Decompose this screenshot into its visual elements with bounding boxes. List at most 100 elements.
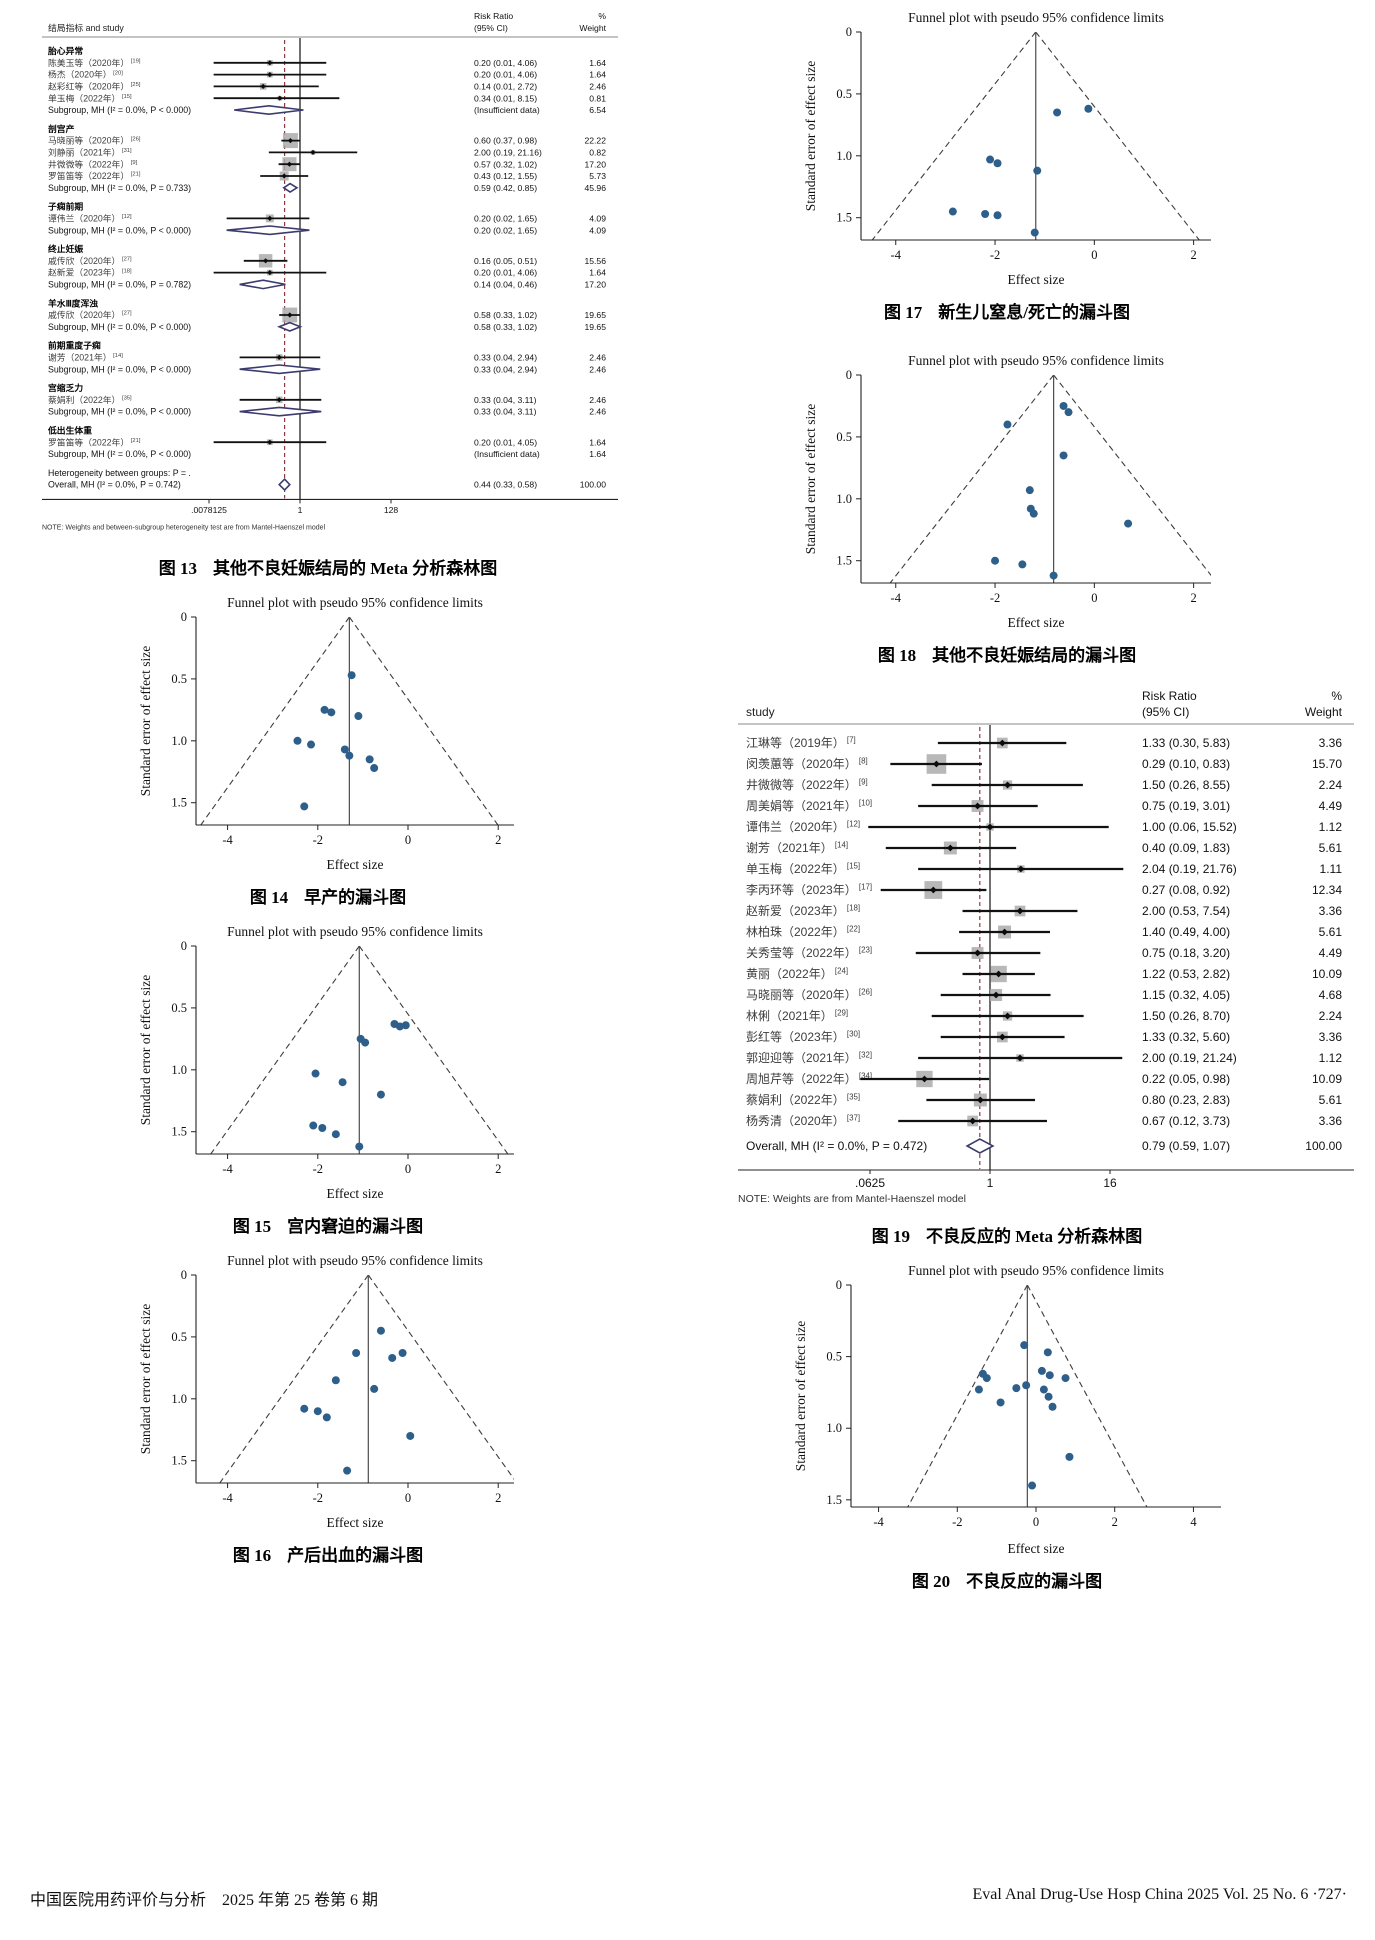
svg-text:4: 4 xyxy=(1190,1515,1197,1529)
svg-text:谢芳（2021年） [14]: 谢芳（2021年） [14] xyxy=(48,351,123,362)
figure-16: Funnel plot with pseudo 95% confidence l… xyxy=(22,1249,634,1578)
svg-text:0.67 (0.12, 3.73): 0.67 (0.12, 3.73) xyxy=(1142,1114,1230,1128)
svg-text:黄丽（2022年） [24]: 黄丽（2022年） [24] xyxy=(746,967,848,982)
figure-16-caption-number: 图 16 xyxy=(232,1546,272,1565)
figure-17-caption: 图 17 新生儿窒息/死亡的漏斗图 xyxy=(648,298,1366,323)
figure-18-caption: 图 18 其他不良妊娠结局的漏斗图 xyxy=(648,641,1366,666)
svg-text:关秀莹等（2022年） [23]: 关秀莹等（2022年） [23] xyxy=(746,946,872,961)
svg-text:-2: -2 xyxy=(990,591,1000,605)
svg-text:2.04 (0.19, 21.76): 2.04 (0.19, 21.76) xyxy=(1142,862,1237,876)
svg-text:0.57 (0.32, 1.02): 0.57 (0.32, 1.02) xyxy=(474,159,537,169)
svg-text:2.46: 2.46 xyxy=(589,395,606,405)
data-points xyxy=(300,1326,415,1475)
svg-text:杨秀清（2020年） [37]: 杨秀清（2020年） [37] xyxy=(746,1113,860,1128)
data-points xyxy=(948,104,1093,237)
footer-journal-en: Eval Anal Drug-Use Hosp China 2025 Vol. … xyxy=(972,1886,1348,1903)
svg-text:0.33 (0.04, 2.94): 0.33 (0.04, 2.94) xyxy=(474,364,537,374)
svg-text:NOTE: Weights and between-subg: NOTE: Weights and between-subgroup heter… xyxy=(42,524,326,531)
figure-13-caption-number: 图 13 xyxy=(158,559,197,578)
svg-text:(Insufficient data): (Insufficient data) xyxy=(474,449,540,459)
svg-text:2.46: 2.46 xyxy=(589,364,606,374)
figure-16-funnel-plot: Funnel plot with pseudo 95% confidence l… xyxy=(22,1249,634,1535)
svg-text:单玉梅（2022年） [15]: 单玉梅（2022年） [15] xyxy=(746,861,860,876)
funnel-confidence-limits xyxy=(889,375,1211,583)
funnel-confidence-limits xyxy=(200,617,499,825)
svg-text:低出生体重: 低出生体重 xyxy=(47,424,92,435)
svg-text:0: 0 xyxy=(846,25,852,39)
figure-18-caption-number: 图 18 xyxy=(877,646,917,665)
svg-text:Effect size: Effect size xyxy=(326,1515,383,1530)
svg-text:0.58 (0.33, 1.02): 0.58 (0.33, 1.02) xyxy=(474,322,537,332)
svg-text:0.5: 0.5 xyxy=(836,87,852,101)
svg-text:0.5: 0.5 xyxy=(826,1350,842,1364)
svg-text:马晓丽等（2020年） [26]: 马晓丽等（2020年） [26] xyxy=(746,988,872,1003)
svg-text:NOTE: Weights are from Mantel-: NOTE: Weights are from Mantel-Haenszel m… xyxy=(738,1193,966,1205)
fig13-forest-svg: 结局指标 and study Risk Ratio (95% CI)% Weight 胎… xyxy=(42,11,618,531)
svg-text:.0625: .0625 xyxy=(855,1176,885,1190)
svg-text:戚传欣（2020年） [27]: 戚传欣（2020年） [27] xyxy=(48,309,132,320)
svg-text:0.27 (0.08, 0.92): 0.27 (0.08, 0.92) xyxy=(1142,883,1230,897)
figure-20-funnel-plot: Funnel plot with pseudo 95% confidence l… xyxy=(648,1259,1366,1561)
svg-text:0.75 (0.19, 3.01): 0.75 (0.19, 3.01) xyxy=(1142,799,1230,813)
svg-text:19.65: 19.65 xyxy=(584,322,606,332)
svg-text:1.64: 1.64 xyxy=(589,70,606,80)
svg-text:0: 0 xyxy=(836,1278,842,1292)
figure-16-caption-title: 产后出血的漏斗图 xyxy=(287,1546,424,1565)
svg-text:刘静丽（2021年） [31]: 刘静丽（2021年） [31] xyxy=(48,146,132,157)
svg-text:-2: -2 xyxy=(313,1162,323,1176)
svg-text:0.81: 0.81 xyxy=(589,93,606,103)
svg-text:0.43 (0.12, 1.55): 0.43 (0.12, 1.55) xyxy=(474,171,537,181)
svg-text:6.54: 6.54 xyxy=(589,105,606,115)
svg-text:剖宫产: 剖宫产 xyxy=(48,123,75,134)
figure-15-caption-title: 宫内窘迫的漏斗图 xyxy=(287,1217,424,1236)
svg-text:蔡娟利（2022年） [35]: 蔡娟利（2022年） [35] xyxy=(48,394,132,405)
svg-text:戚传欣（2020年） [27]: 戚传欣（2020年） [27] xyxy=(48,255,132,266)
figure-13-caption-title: 其他不良妊娠结局的 Meta 分析森林图 xyxy=(212,559,498,578)
svg-text:Heterogeneity between groups:: Heterogeneity between groups: P = . xyxy=(48,468,191,478)
svg-text:0.40 (0.09, 1.83): 0.40 (0.09, 1.83) xyxy=(1142,841,1230,855)
svg-text:1.15 (0.32, 4.05): 1.15 (0.32, 4.05) xyxy=(1142,988,1230,1002)
svg-text:0.59 (0.42, 0.85): 0.59 (0.42, 0.85) xyxy=(474,183,537,193)
fig20-funnel-svg: Funnel plot with pseudo 95% confidence l… xyxy=(793,1263,1221,1556)
svg-text:0.20 (0.02, 1.65): 0.20 (0.02, 1.65) xyxy=(474,225,537,235)
svg-text:2.24: 2.24 xyxy=(1319,1009,1343,1023)
svg-text:3.36: 3.36 xyxy=(1319,1030,1343,1044)
svg-text:1.40 (0.49, 4.00): 1.40 (0.49, 4.00) xyxy=(1142,925,1230,939)
svg-text:1.0: 1.0 xyxy=(171,734,187,748)
figure-19-caption-number: 图 19 xyxy=(871,1227,910,1246)
svg-text:4.09: 4.09 xyxy=(589,225,606,235)
figure-14-caption: 图 14 早产的漏斗图 xyxy=(22,883,634,908)
svg-text:2: 2 xyxy=(495,833,501,847)
svg-text:100.00: 100.00 xyxy=(1305,1139,1342,1153)
svg-text:17.20: 17.20 xyxy=(584,159,606,169)
svg-text:study: study xyxy=(746,705,775,719)
svg-text:2: 2 xyxy=(495,1491,501,1505)
svg-text:Subgroup, MH (I² = 0.0%, P = 0: Subgroup, MH (I² = 0.0%, P = 0.782) xyxy=(48,279,191,289)
svg-text:李丙环等（2023年） [17]: 李丙环等（2023年） [17] xyxy=(746,882,872,897)
svg-text:Standard error of effect size: Standard error of effect size xyxy=(138,1304,153,1454)
svg-text:.0078125: .0078125 xyxy=(191,505,227,515)
svg-text:1.5: 1.5 xyxy=(836,211,852,225)
svg-text:1.0: 1.0 xyxy=(171,1063,187,1077)
svg-text:Weight: Weight xyxy=(579,23,606,33)
svg-text:Funnel plot with pseudo 95% co: Funnel plot with pseudo 95% confidence l… xyxy=(908,1263,1164,1278)
svg-text:1: 1 xyxy=(987,1176,994,1190)
svg-text:井微微等（2022年） [9]: 井微微等（2022年） [9] xyxy=(746,778,868,793)
svg-text:Effect size: Effect size xyxy=(1007,615,1064,630)
data-points xyxy=(293,671,379,811)
svg-text:0: 0 xyxy=(1091,591,1097,605)
svg-text:Risk Ratio: Risk Ratio xyxy=(474,11,513,21)
svg-text:0.16 (0.05, 0.51): 0.16 (0.05, 0.51) xyxy=(474,256,537,266)
svg-text:16: 16 xyxy=(1103,1176,1117,1190)
svg-text:江琳等（2019年） [7]: 江琳等（2019年） [7] xyxy=(746,736,856,751)
svg-text:-4: -4 xyxy=(222,833,233,847)
svg-text:0: 0 xyxy=(181,610,187,624)
svg-text:Effect size: Effect size xyxy=(326,857,383,872)
figure-17-caption-number: 图 17 xyxy=(884,303,923,322)
figure-19-forest-plot: study Risk Ratio (95% CI)% Weight 江琳等（2019年）… xyxy=(648,684,1366,1216)
svg-text:Overall, MH (I² = 0.0%, P = 0.: Overall, MH (I² = 0.0%, P = 0.472) xyxy=(746,1139,927,1153)
right-column: Funnel plot with pseudo 95% confidence l… xyxy=(648,6,1366,1604)
svg-text:3.36: 3.36 xyxy=(1319,736,1343,750)
fig17-funnel-svg: Funnel plot with pseudo 95% confidence l… xyxy=(803,10,1211,287)
svg-text:3.36: 3.36 xyxy=(1319,904,1343,918)
